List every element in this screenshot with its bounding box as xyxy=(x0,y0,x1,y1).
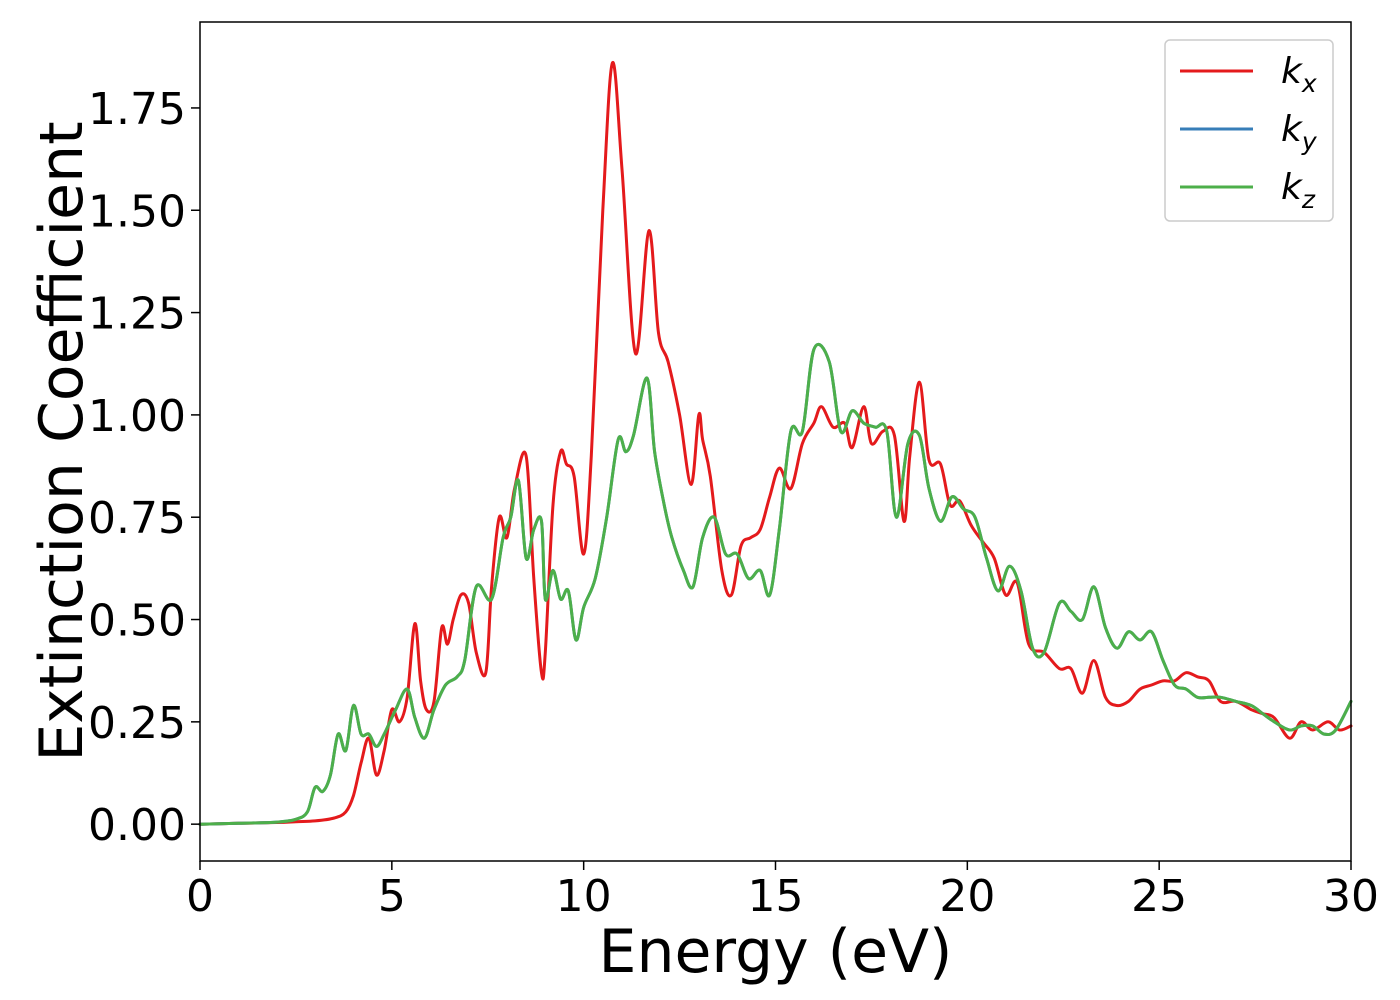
series-line-kx xyxy=(198,61,1353,826)
y-tick-label: 1.00 xyxy=(88,391,186,442)
x-tick-label: 10 xyxy=(556,871,612,922)
x-tick-label: 15 xyxy=(748,871,804,922)
x-axis-label: Energy (eV) xyxy=(599,917,953,987)
series-layer xyxy=(198,61,1353,826)
series-line-kz xyxy=(198,343,1353,826)
y-tick-label: 0.75 xyxy=(88,493,186,544)
legend-label-base: k xyxy=(1281,167,1304,208)
x-axis: 0 5 10 15 20 25 30 xyxy=(186,861,1379,922)
legend-label-base: k xyxy=(1281,51,1304,92)
y-axis: 0.00 0.25 0.50 0.75 1.00 1.25 1.50 1.75 xyxy=(88,84,200,851)
legend-label: kx xyxy=(1281,51,1317,98)
y-tick-label: 0.50 xyxy=(88,596,186,647)
y-tick-label: 1.75 xyxy=(88,84,186,135)
y-tick-label: 1.50 xyxy=(88,186,186,237)
x-tick-label: 0 xyxy=(186,871,214,922)
legend-label: kz xyxy=(1281,167,1316,214)
y-tick-label: 0.25 xyxy=(88,698,186,749)
legend-label-subscript: x xyxy=(1301,69,1317,98)
legend-label: ky xyxy=(1281,109,1318,156)
x-tick-label: 25 xyxy=(1131,871,1187,922)
legend-label-base: k xyxy=(1281,109,1304,150)
legend-label-subscript: z xyxy=(1301,185,1316,214)
legend-label-subscript: y xyxy=(1301,127,1318,156)
x-tick-label: 30 xyxy=(1323,871,1379,922)
y-axis-label: Extinction Coefficient xyxy=(27,121,97,761)
y-tick-label: 0.00 xyxy=(88,800,186,851)
x-tick-label: 5 xyxy=(378,871,406,922)
y-tick-label: 1.25 xyxy=(88,289,186,340)
x-tick-label: 20 xyxy=(939,871,995,922)
